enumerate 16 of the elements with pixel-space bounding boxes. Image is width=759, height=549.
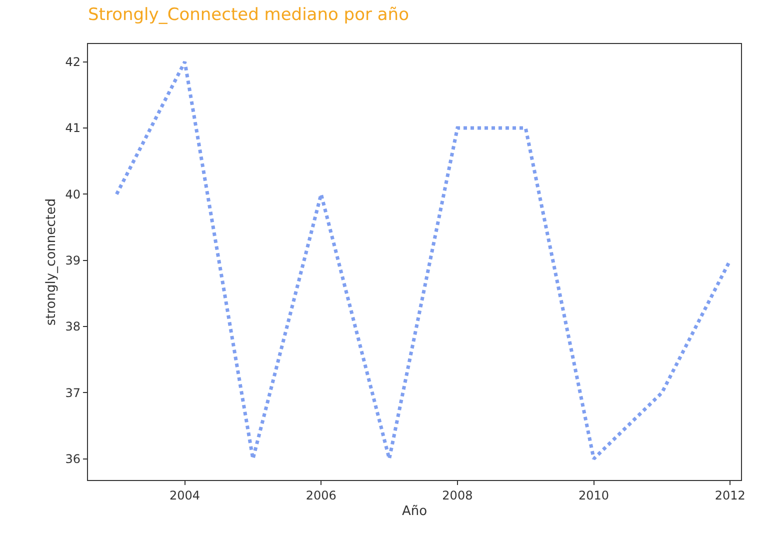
y-tick-label: 41: [65, 121, 80, 136]
y-tick-label: 37: [65, 386, 80, 400]
x-tick-label: 2010: [578, 488, 610, 502]
x-tick-label: 2008: [442, 488, 473, 502]
y-tick-label: 36: [65, 452, 80, 466]
y-tick-label: 42: [65, 55, 80, 70]
x-axis-title: Año: [402, 504, 428, 520]
y-axis-title: strongly_connected: [44, 198, 60, 326]
x-tick-label: 2006: [306, 488, 336, 502]
x-tick-label: 2004: [170, 488, 200, 502]
chart-title: Strongly_Connected mediano por año: [88, 5, 409, 26]
y-tick-label: 39: [65, 254, 80, 268]
y-tick-label: 40: [65, 187, 80, 202]
x-tick-label: 2012: [714, 488, 746, 502]
line-series: [114, 60, 732, 461]
y-tick-label: 38: [65, 320, 80, 334]
